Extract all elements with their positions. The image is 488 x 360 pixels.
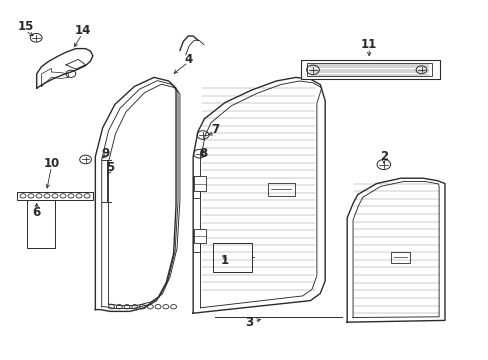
Bar [194, 176, 206, 191]
Text: 3: 3 [245, 316, 253, 329]
Text: 10: 10 [43, 157, 60, 170]
Text: 11: 11 [360, 39, 377, 51]
Text: 13: 13 [357, 69, 373, 82]
Bar [17, 192, 93, 200]
Text: 9: 9 [101, 147, 109, 159]
Bar [267, 183, 294, 196]
Text: 14: 14 [75, 24, 91, 37]
Text: 8: 8 [199, 147, 206, 159]
Text: 1: 1 [221, 255, 228, 267]
Bar [390, 252, 409, 263]
Bar [300, 60, 439, 79]
Text: 15: 15 [17, 21, 34, 33]
Bar [194, 229, 206, 243]
Bar [212, 243, 251, 272]
Bar [306, 63, 431, 76]
Bar [27, 200, 55, 248]
Text: 7: 7 [211, 123, 219, 136]
Text: 12: 12 [316, 66, 333, 79]
Text: 5: 5 [106, 161, 114, 174]
Text: 4: 4 [184, 53, 192, 66]
Text: 2: 2 [379, 150, 387, 163]
Text: 6: 6 [33, 206, 41, 219]
